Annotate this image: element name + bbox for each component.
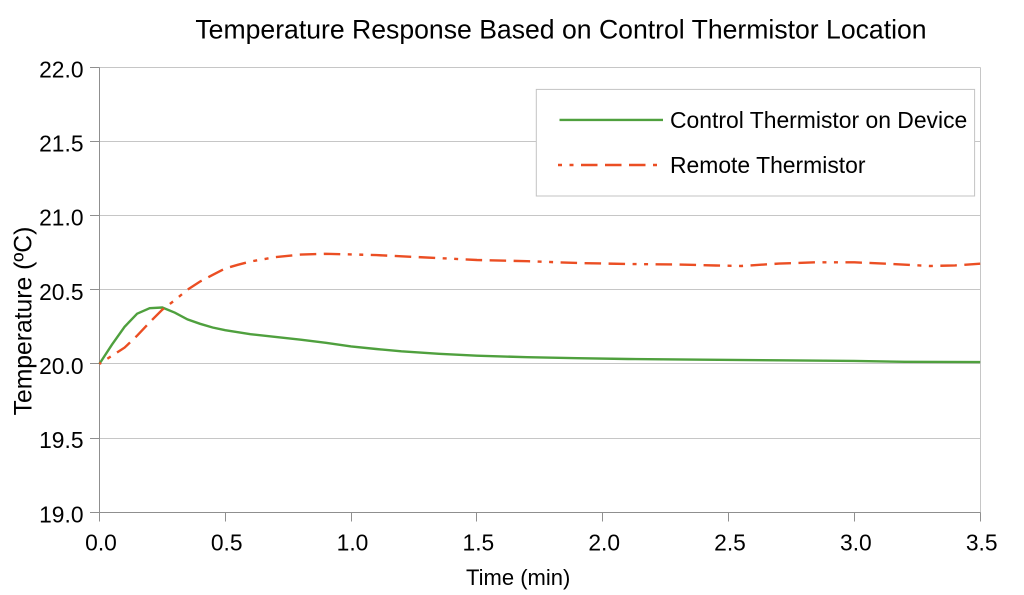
svg-text:20.0: 20.0 bbox=[39, 353, 83, 379]
svg-text:Time (min): Time (min) bbox=[466, 565, 570, 590]
svg-text:Temperature Response Based on: Temperature Response Based on Control Th… bbox=[195, 15, 926, 45]
svg-text:Temperature (ºC): Temperature (ºC) bbox=[11, 227, 38, 416]
svg-text:21.5: 21.5 bbox=[39, 131, 83, 157]
svg-text:0.0: 0.0 bbox=[85, 530, 117, 556]
svg-text:2.5: 2.5 bbox=[714, 530, 746, 556]
svg-text:19.5: 19.5 bbox=[39, 427, 83, 453]
svg-text:1.5: 1.5 bbox=[463, 530, 495, 556]
svg-text:1.0: 1.0 bbox=[337, 530, 369, 556]
svg-text:3.5: 3.5 bbox=[966, 530, 998, 556]
svg-text:0.5: 0.5 bbox=[211, 530, 243, 556]
svg-text:22.0: 22.0 bbox=[39, 56, 83, 82]
svg-text:2.0: 2.0 bbox=[588, 530, 620, 556]
svg-text:21.0: 21.0 bbox=[39, 205, 83, 231]
svg-text:Control Thermistor on Device: Control Thermistor on Device bbox=[670, 107, 967, 133]
svg-text:3.0: 3.0 bbox=[840, 530, 872, 556]
svg-text:Remote Thermistor: Remote Thermistor bbox=[670, 152, 866, 178]
svg-text:20.5: 20.5 bbox=[39, 279, 83, 305]
svg-text:19.0: 19.0 bbox=[39, 501, 83, 527]
